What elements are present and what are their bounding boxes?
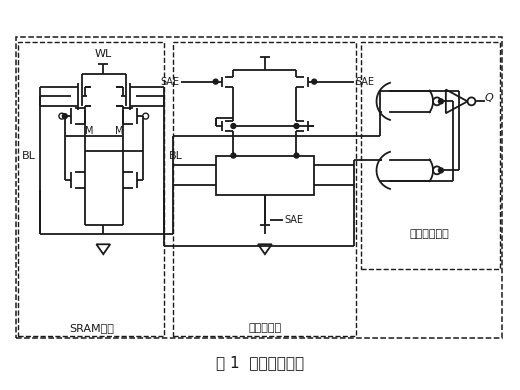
Bar [360, 42, 500, 269]
Text: SRAM电路: SRAM电路 [69, 323, 114, 333]
Text: M: M [85, 126, 94, 136]
Circle shape [294, 124, 299, 128]
Circle shape [438, 99, 444, 104]
Text: SAE: SAE [160, 77, 179, 87]
Circle shape [213, 79, 218, 84]
Circle shape [231, 124, 236, 128]
Text: Q: Q [485, 93, 493, 103]
Circle shape [312, 79, 317, 84]
Circle shape [438, 168, 444, 173]
Text: BL: BL [170, 151, 183, 161]
Bar [216, 156, 314, 195]
Bar [173, 42, 356, 336]
Text: 灵敏放大器: 灵敏放大器 [249, 323, 281, 333]
Text: WL: WL [95, 49, 112, 59]
Text: M: M [115, 126, 123, 136]
Text: SAE: SAE [284, 215, 304, 225]
Text: 数据锁存电路: 数据锁存电路 [410, 229, 449, 239]
Bar [19, 42, 164, 336]
Text: BL: BL [21, 151, 35, 161]
Circle shape [62, 113, 67, 119]
Text: 图 1  存储型随机源: 图 1 存储型随机源 [216, 355, 304, 370]
Circle shape [231, 153, 236, 158]
Text: SAE: SAE [356, 77, 374, 87]
Bar [16, 37, 501, 338]
Circle shape [294, 153, 299, 158]
